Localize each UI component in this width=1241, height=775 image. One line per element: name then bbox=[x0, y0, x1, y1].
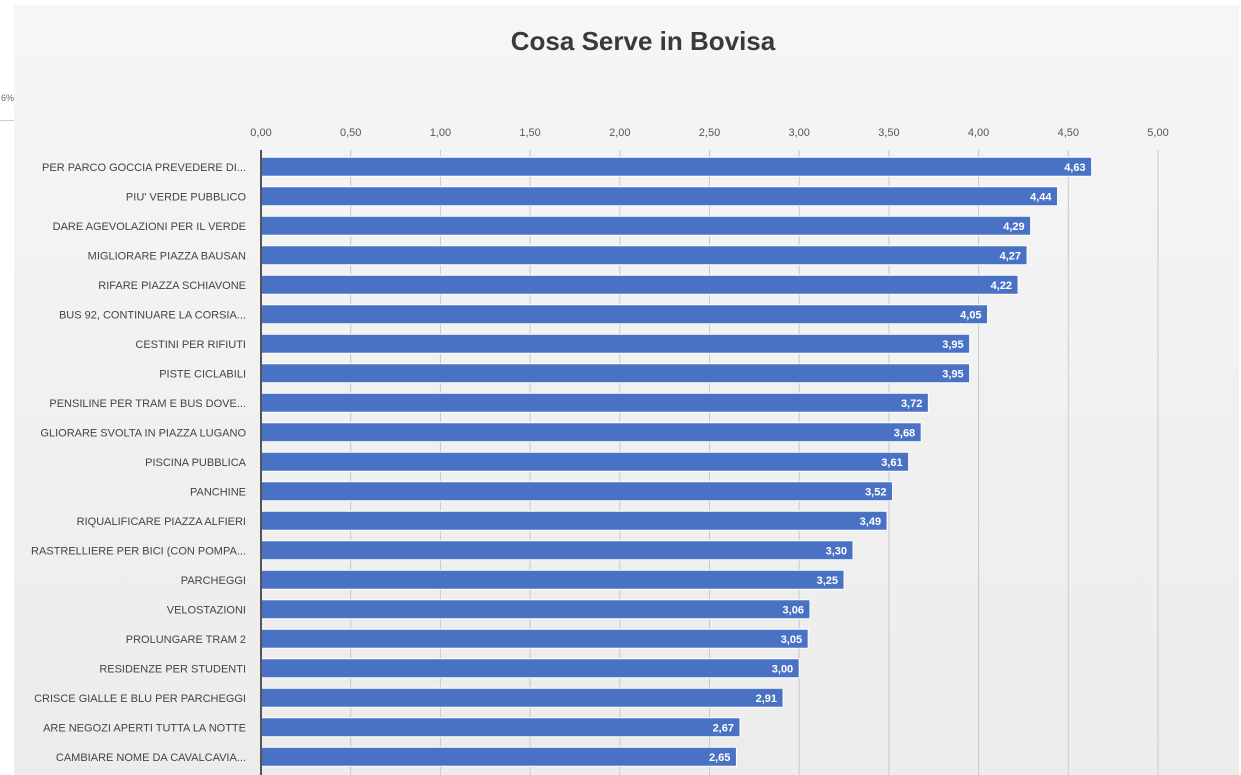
bar bbox=[260, 746, 737, 767]
data-label: 4,05 bbox=[960, 309, 981, 321]
bar bbox=[260, 451, 910, 472]
edge-fragment-text: 6% bbox=[0, 93, 14, 103]
bar bbox=[260, 717, 741, 738]
category-label: PANCHINE bbox=[190, 486, 246, 498]
x-tick-label: 1,00 bbox=[430, 127, 451, 139]
category-label: RIFARE PIAZZA SCHIAVONE bbox=[98, 280, 246, 292]
chart-title: Cosa Serve in Bovisa bbox=[511, 26, 776, 56]
bar bbox=[260, 481, 893, 502]
category-label: RESIDENZE PER STUDENTI bbox=[99, 663, 246, 675]
data-label: 4,44 bbox=[1030, 191, 1052, 203]
bar bbox=[260, 392, 929, 413]
x-axis-ticks: 0,00 0,50 1,00 1,50 2,00 2,50 3,00 3,50 4,00 4,50… bbox=[250, 127, 1168, 139]
data-label: 3,61 bbox=[881, 457, 902, 469]
bar bbox=[260, 245, 1028, 266]
x-tick-label: 4,50 bbox=[1058, 127, 1079, 139]
category-label: PENSILINE PER TRAM E BUS DOVE... bbox=[49, 398, 246, 410]
data-label: 4,29 bbox=[1003, 221, 1024, 233]
data-label: 3,00 bbox=[772, 663, 793, 675]
bar bbox=[260, 304, 989, 325]
category-label: RASTRELLIERE PER BICI (CON POMPA... bbox=[31, 545, 246, 557]
bar bbox=[260, 422, 922, 443]
bar bbox=[260, 628, 809, 649]
data-label: 3,49 bbox=[860, 516, 881, 528]
x-tick-label: 5,00 bbox=[1147, 127, 1168, 139]
x-tick-label: 0,50 bbox=[340, 127, 361, 139]
category-label: RIQUALIFICARE PIAZZA ALFIERI bbox=[77, 516, 246, 528]
x-tick-label: 3,50 bbox=[878, 127, 899, 139]
category-label: PER PARCO GOCCIA PREVEDERE DI... bbox=[42, 162, 246, 174]
bar bbox=[260, 274, 1019, 295]
category-label: PIU' VERDE PUBBLICO bbox=[126, 191, 247, 203]
x-tick-label: 3,00 bbox=[788, 127, 809, 139]
x-tick-label: 2,50 bbox=[699, 127, 720, 139]
bar bbox=[260, 333, 971, 354]
edge-divider bbox=[0, 120, 14, 121]
category-label: CRISCE GIALLE E BLU PER PARCHEGGI bbox=[34, 693, 246, 705]
data-label: 3,52 bbox=[865, 486, 886, 498]
data-label: 2,65 bbox=[709, 752, 730, 764]
category-label: ARE NEGOZI APERTI TUTTA LA NOTTE bbox=[43, 722, 246, 734]
data-label: 3,30 bbox=[826, 545, 847, 557]
category-label: PISCINA PUBBLICA bbox=[145, 457, 247, 469]
bar bbox=[260, 186, 1059, 207]
category-labels: PER PARCO GOCCIA PREVEDERE DI... PIU' VER… bbox=[31, 162, 247, 764]
bars bbox=[260, 156, 1093, 767]
bar bbox=[260, 569, 845, 590]
data-label: 3,25 bbox=[817, 575, 838, 587]
bar bbox=[260, 215, 1032, 236]
category-label: GLIORARE SVOLTA IN PIAZZA LUGANO bbox=[40, 427, 246, 439]
bar bbox=[260, 658, 800, 679]
category-label: PARCHEGGI bbox=[181, 575, 246, 587]
category-label: PISTE CICLABILI bbox=[159, 368, 246, 380]
data-label: 3,68 bbox=[894, 427, 915, 439]
bar bbox=[260, 599, 811, 620]
category-label: CESTINI PER RIFIUTI bbox=[135, 339, 246, 351]
bar bbox=[260, 540, 854, 561]
category-label: PROLUNGARE TRAM 2 bbox=[126, 634, 246, 646]
x-tick-label: 1,50 bbox=[519, 127, 540, 139]
data-label: 3,95 bbox=[942, 368, 963, 380]
x-tick-label: 0,00 bbox=[250, 127, 271, 139]
data-label: 3,72 bbox=[901, 398, 922, 410]
bar bbox=[260, 510, 888, 531]
bar bbox=[260, 363, 971, 384]
data-labels: 4,63 4,44 4,29 4,27 4,22 4,05 3,95 3,95 3,72 3,68… bbox=[709, 162, 1086, 764]
data-label: 4,63 bbox=[1064, 162, 1085, 174]
data-label: 4,27 bbox=[1000, 250, 1021, 262]
data-label: 3,95 bbox=[942, 339, 963, 351]
category-label: CAMBIARE NOME DA CAVALCAVIA... bbox=[56, 752, 246, 764]
category-label: BUS 92, CONTINUARE LA CORSIA... bbox=[59, 309, 246, 321]
category-label: DARE AGEVOLAZIONI PER IL VERDE bbox=[53, 221, 246, 233]
data-label: 3,05 bbox=[781, 634, 802, 646]
data-label: 2,91 bbox=[756, 693, 777, 705]
data-label: 4,22 bbox=[991, 280, 1012, 292]
x-tick-label: 2,00 bbox=[609, 127, 630, 139]
data-label: 3,06 bbox=[783, 604, 804, 616]
category-label: MIGLIORARE PIAZZA BAUSAN bbox=[88, 250, 246, 262]
category-label: VELOSTAZIONI bbox=[167, 604, 246, 616]
data-label: 2,67 bbox=[713, 722, 734, 734]
bar bbox=[260, 156, 1093, 177]
bar bbox=[260, 687, 784, 708]
x-tick-label: 4,00 bbox=[968, 127, 989, 139]
